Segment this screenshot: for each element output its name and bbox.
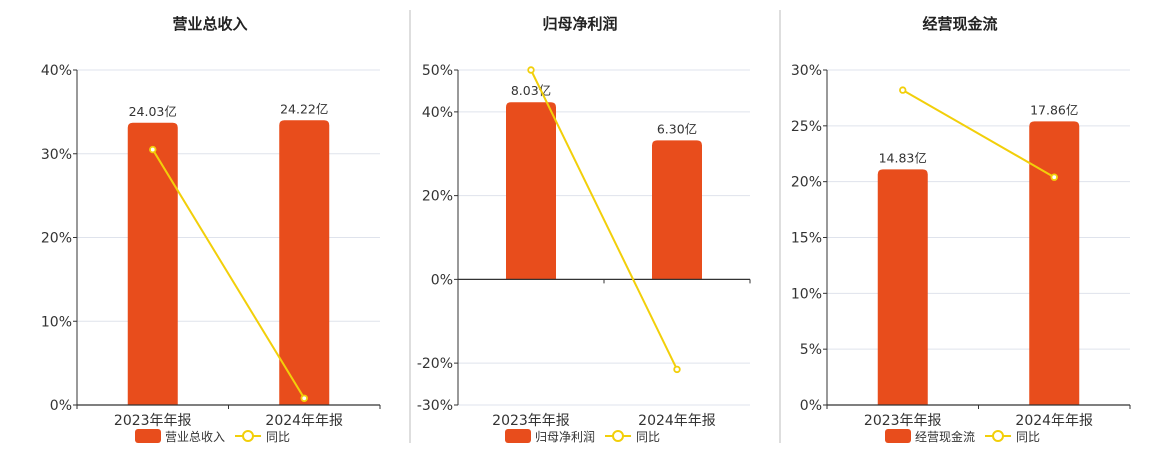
legend-line-marker (242, 430, 254, 442)
x-tick-label: 2023年年报 (114, 413, 192, 429)
x-tick-label: 2024年年报 (638, 413, 716, 429)
y-tick-label: 50% (422, 63, 453, 79)
legend-line-label: 同比 (266, 430, 290, 444)
legend-bar-label: 归母净利润 (535, 430, 595, 444)
bar-1[interactable] (506, 102, 556, 280)
chart-panel-3: 经营现金流 0% 5% 10% 15% 20% 25% 30% 14.83亿 17.86亿 2023… (791, 15, 1131, 444)
legend-line-label: 同比 (1016, 430, 1040, 444)
legend-bar-swatch (505, 429, 531, 443)
x-tick-label: 2024年年报 (265, 413, 343, 429)
chart-title: 营业总收入 (172, 15, 247, 33)
y-tick-label: 10% (791, 286, 822, 302)
legend-bar-swatch (135, 429, 161, 443)
legend-bar-swatch (885, 429, 911, 443)
bar-value-label: 24.03亿 (129, 104, 177, 119)
bar-2[interactable] (279, 120, 330, 405)
y-tick-label: 10% (41, 314, 72, 330)
yoy-point-1[interactable] (527, 66, 535, 74)
legend-bar-label: 经营现金流 (915, 429, 975, 444)
bar-1[interactable] (877, 169, 928, 405)
x-tick-label: 2023年年报 (492, 413, 570, 429)
x-tick-label: 2023年年报 (864, 413, 942, 429)
legend-bar-label: 营业总收入 (165, 430, 225, 444)
yoy-point-1[interactable] (899, 86, 907, 94)
bar-2[interactable] (652, 140, 702, 280)
legend-line-marker (992, 430, 1004, 442)
y-tick-label: 30% (41, 147, 72, 163)
yoy-point-1[interactable] (149, 145, 157, 154)
y-tick-label: 15% (791, 231, 822, 247)
x-tick-label: 2024年年报 (1015, 413, 1093, 429)
y-tick-label: 0% (50, 398, 72, 414)
y-tick-label: 20% (791, 175, 822, 191)
chart-panel-2: 归母净利润 -30% -20% 0% 20% 40% 50% 8.03亿 6.30亿 2023年年… (417, 15, 751, 444)
bar-2[interactable] (1029, 121, 1080, 405)
legend-line-marker (612, 430, 624, 442)
y-tick-label: 0% (800, 398, 822, 414)
bar-value-label: 24.22亿 (280, 101, 328, 116)
yoy-point-2[interactable] (673, 365, 681, 374)
bar-value-label: 8.03亿 (511, 83, 551, 98)
y-tick-label: -20% (417, 356, 453, 372)
bar-1[interactable] (127, 122, 178, 405)
y-tick-label: 20% (41, 231, 72, 247)
y-tick-label: 20% (422, 189, 453, 205)
bar-value-label: 14.83亿 (879, 150, 927, 165)
y-tick-label: 0% (431, 272, 453, 288)
y-tick-label: 40% (41, 63, 72, 79)
y-tick-label: 40% (422, 105, 453, 121)
y-tick-label: 30% (791, 63, 822, 79)
bar-value-label: 6.30亿 (657, 121, 697, 136)
chart-title: 归母净利润 (542, 15, 617, 33)
yoy-point-2[interactable] (1050, 173, 1058, 181)
chart-title: 经营现金流 (922, 15, 997, 33)
y-tick-label: -30% (417, 398, 453, 414)
yoy-line (902, 89, 1055, 179)
y-tick-label: 5% (800, 342, 822, 358)
y-tick-label: 25% (791, 119, 822, 135)
yoy-point-2[interactable] (300, 394, 308, 402)
legend-line-label: 同比 (636, 430, 660, 444)
yoy-line (530, 69, 678, 370)
yoy-line (151, 149, 306, 399)
bar-value-label: 17.86亿 (1030, 102, 1078, 117)
chart-panel-1: 营业总收入 0% 10% 20% 30% 40% 24.03亿 24.22亿 2023年年报 20… (41, 15, 381, 444)
